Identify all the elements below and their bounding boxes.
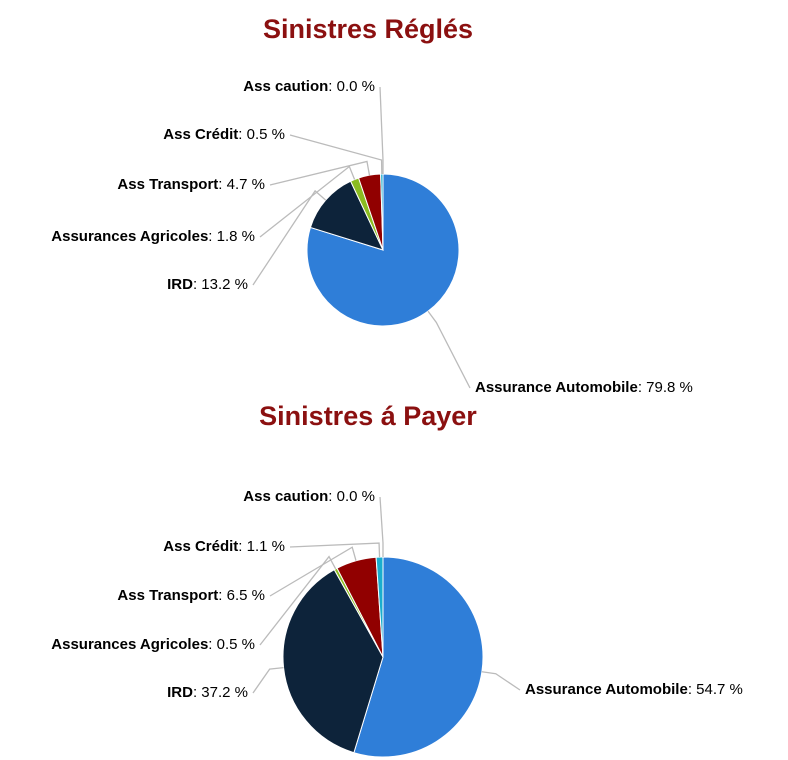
label-name: Ass caution [243,488,328,505]
label-name: Ass caution [243,78,328,95]
label-name: Ass Transport [117,176,218,193]
data-label: Assurances Agricoles: 0.5 % [51,636,255,653]
label-value: : 4.7 % [218,176,265,193]
label-value: : 0.5 % [208,636,255,653]
label-value: : 0.5 % [238,126,285,143]
pie-slice [309,180,384,251]
pie-slice [306,173,460,327]
pie-slice [282,568,384,754]
label-name: IRD [167,684,193,701]
label-name: Ass Transport [117,587,218,604]
label-name: IRD [167,276,193,293]
label-name: Assurances Agricoles [51,228,208,245]
connector [252,189,327,286]
connector [252,667,284,694]
data-label: Ass Crédit: 1.1 % [163,538,285,555]
connector [269,546,357,597]
label-name: Assurances Agricoles [51,636,208,653]
connector [427,310,471,389]
chart-title: Sinistres Réglés [263,14,473,44]
label-value: : 79.8 % [638,379,693,396]
connector [481,671,521,691]
connector [379,496,384,557]
connector [289,134,383,175]
connector [259,555,337,646]
connector [289,542,381,558]
label-value: : 0.0 % [328,488,375,505]
label-value: : 37.2 % [193,684,248,701]
data-label: Assurances Agricoles: 1.8 % [51,228,255,245]
label-name: Assurance Automobile [475,379,638,396]
label-name: Ass Crédit [163,538,238,555]
data-label: IRD: 37.2 % [167,684,248,701]
label-value: : 1.8 % [208,228,255,245]
chart-title: Sinistres á Payer [259,401,477,431]
label-value: : 0.0 % [328,78,375,95]
data-label: IRD: 13.2 % [167,276,248,293]
connector [379,86,384,174]
data-label: Ass caution: 0.0 % [243,488,375,505]
data-label: Assurance Automobile: 79.8 % [475,379,693,396]
connector [259,165,356,238]
connector [269,160,371,186]
data-label: Ass Transport: 6.5 % [117,587,265,604]
label-name: Ass Crédit [163,126,238,143]
label-name: Assurance Automobile [525,681,688,698]
data-label: Ass caution: 0.0 % [243,78,375,95]
data-label: Assurance Automobile: 54.7 % [525,681,743,698]
label-value: : 54.7 % [688,681,743,698]
data-label: Ass Crédit: 0.5 % [163,126,285,143]
label-value: : 13.2 % [193,276,248,293]
label-value: : 6.5 % [218,587,265,604]
label-value: : 1.1 % [238,538,285,555]
data-label: Ass Transport: 4.7 % [117,176,265,193]
